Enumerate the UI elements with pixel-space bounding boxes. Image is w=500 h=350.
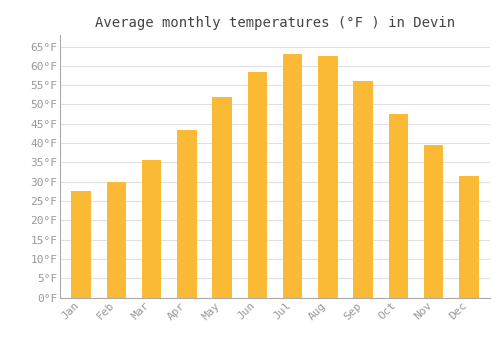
Bar bbox=[388, 114, 408, 298]
Bar bbox=[459, 176, 478, 298]
Bar bbox=[106, 182, 126, 298]
Bar bbox=[283, 54, 302, 298]
Bar bbox=[72, 191, 91, 298]
Bar bbox=[354, 81, 373, 298]
Bar bbox=[142, 160, 162, 298]
Bar bbox=[177, 130, 197, 298]
Title: Average monthly temperatures (°F ) in Devin: Average monthly temperatures (°F ) in De… bbox=[95, 16, 455, 30]
Bar bbox=[212, 97, 232, 298]
Bar bbox=[318, 56, 338, 298]
Bar bbox=[248, 72, 267, 298]
Bar bbox=[424, 145, 444, 298]
